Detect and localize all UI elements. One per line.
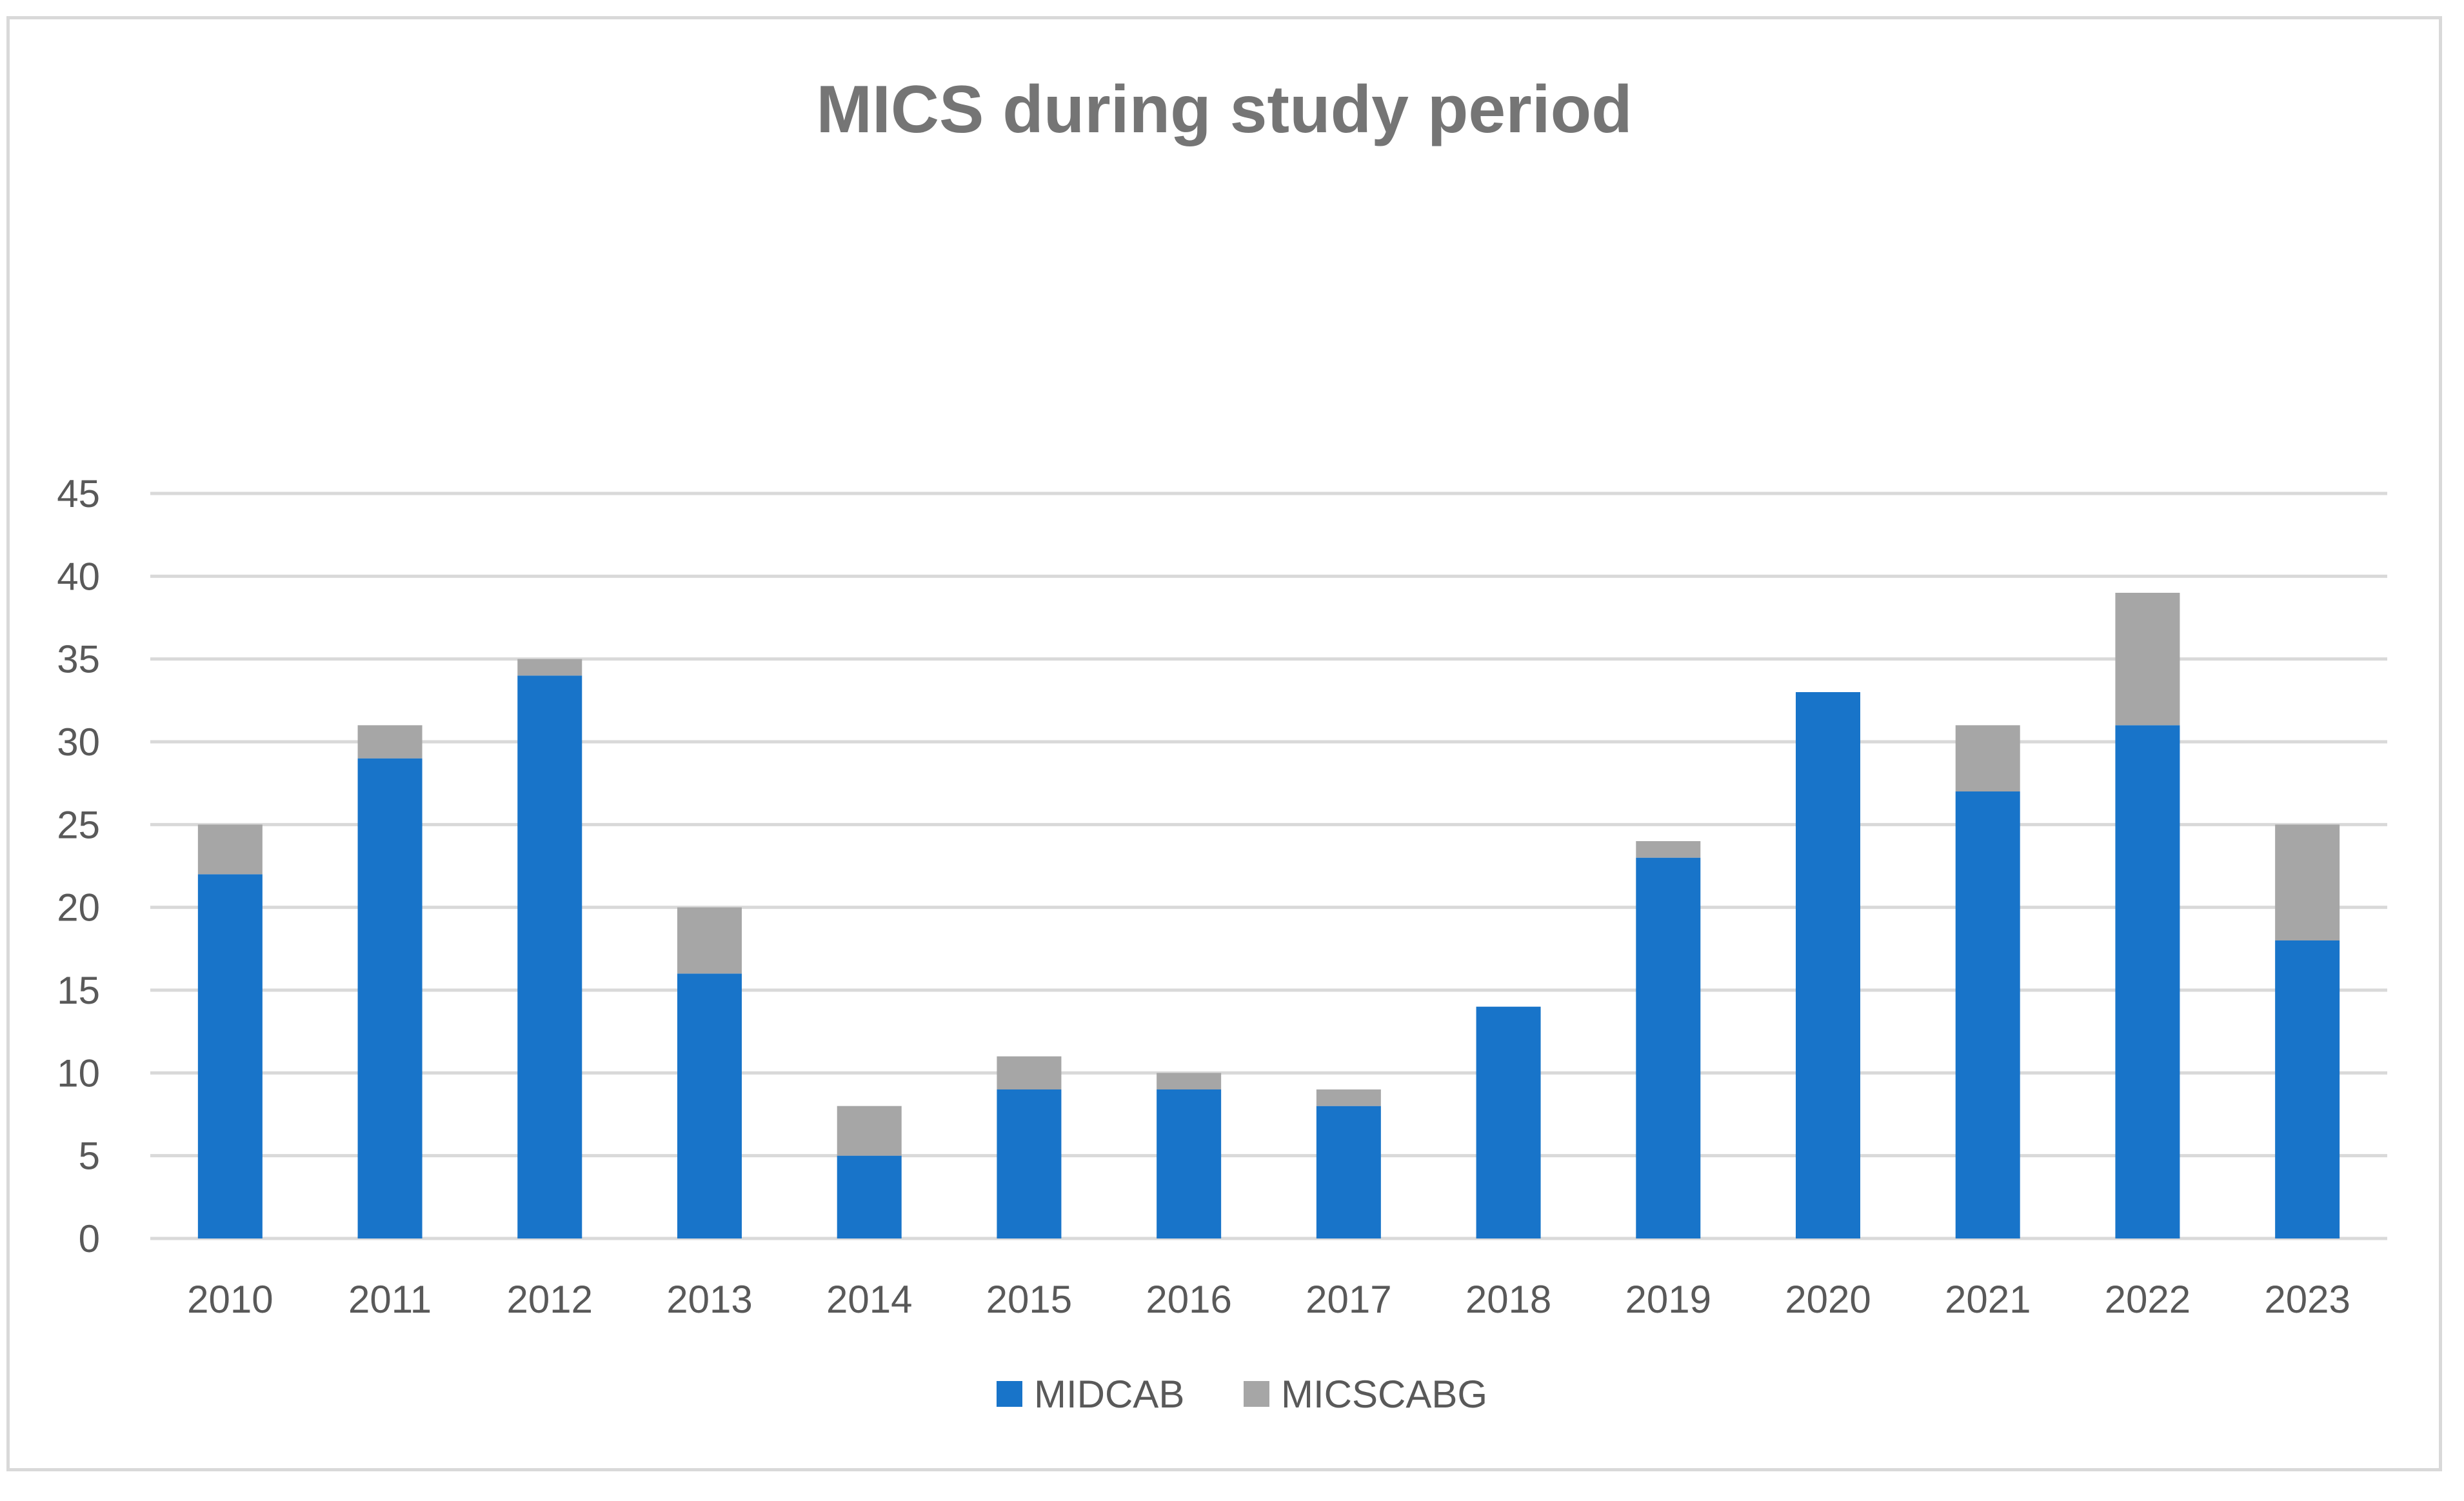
legend: MIDCAB MICSCABG <box>997 1373 1487 1416</box>
bar-micscabg-2017 <box>1316 1089 1381 1106</box>
bar-midcab-2018 <box>1476 1006 1541 1238</box>
y-tick-label: 5 <box>79 1135 100 1178</box>
bar-midcab-2015 <box>997 1089 1062 1238</box>
y-tick-label: 45 <box>57 472 100 515</box>
bar-micscabg-2022 <box>2115 593 2180 726</box>
x-tick-label: 2010 <box>187 1278 273 1321</box>
x-tick-label: 2014 <box>826 1278 912 1321</box>
bar-micscabg-2019 <box>1636 841 1701 858</box>
x-tick-label: 2023 <box>2264 1278 2350 1321</box>
bar-midcab-2014 <box>837 1155 902 1238</box>
bar-micscabg-2012 <box>517 659 582 676</box>
legend-label-micscabg: MICSCABG <box>1281 1373 1487 1416</box>
gridlines <box>150 492 2387 1240</box>
x-tick-label: 2017 <box>1306 1278 1391 1321</box>
bar-midcab-2023 <box>2275 940 2340 1238</box>
x-tick-label: 2015 <box>986 1278 1072 1321</box>
bar-midcab-2010 <box>197 874 263 1238</box>
y-tick-label: 35 <box>57 638 100 681</box>
x-tick-label: 2021 <box>1945 1278 2031 1321</box>
bar-midcab-2019 <box>1636 857 1701 1238</box>
chart-svg: MICS during study period 0 5 10 15 20 25 30 35 4… <box>57 72 2387 1416</box>
x-axis-ticks: 2010 2011 2012 2013 2014 2015 2016 2017 2018 2019… <box>187 1278 2350 1321</box>
bar-midcab-2011 <box>357 758 422 1238</box>
y-tick-label: 40 <box>57 555 100 598</box>
legend-swatch-midcab <box>997 1381 1022 1407</box>
bar-micscabg-2021 <box>1955 725 2020 791</box>
y-tick-label: 30 <box>57 721 100 764</box>
bar-micscabg-2023 <box>2275 824 2340 940</box>
bar-micscabg-2014 <box>837 1106 902 1156</box>
bars <box>197 593 2340 1238</box>
y-tick-label: 25 <box>57 803 100 846</box>
bar-micscabg-2011 <box>357 725 422 759</box>
bar-midcab-2022 <box>2115 725 2180 1238</box>
bar-midcab-2016 <box>1157 1089 1222 1238</box>
y-tick-label: 15 <box>57 969 100 1012</box>
x-tick-label: 2020 <box>1785 1278 1871 1321</box>
x-tick-label: 2011 <box>348 1278 432 1321</box>
bar-micscabg-2015 <box>997 1056 1062 1089</box>
bar-midcab-2020 <box>1796 692 1860 1238</box>
bar-midcab-2012 <box>517 675 582 1238</box>
bar-midcab-2017 <box>1316 1106 1381 1238</box>
bar-midcab-2013 <box>677 973 742 1238</box>
bar-micscabg-2010 <box>197 824 263 875</box>
chart-frame: MICS during study period 0 5 10 15 20 25 30 35 4… <box>6 16 2442 1471</box>
y-tick-label: 10 <box>57 1051 100 1095</box>
x-tick-label: 2022 <box>2105 1278 2191 1321</box>
x-tick-label: 2013 <box>666 1278 752 1321</box>
x-tick-label: 2018 <box>1465 1278 1551 1321</box>
y-axis-ticks: 0 5 10 15 20 25 30 35 40 45 <box>57 472 100 1260</box>
y-tick-label: 20 <box>57 886 100 929</box>
x-tick-label: 2016 <box>1146 1278 1231 1321</box>
x-tick-label: 2019 <box>1625 1278 1711 1321</box>
y-tick-label: 0 <box>79 1217 100 1260</box>
chart-title: MICS during study period <box>816 72 1632 147</box>
x-tick-label: 2012 <box>507 1278 593 1321</box>
legend-swatch-micscabg <box>1244 1381 1269 1407</box>
legend-label-midcab: MIDCAB <box>1034 1373 1184 1416</box>
bar-micscabg-2016 <box>1157 1073 1222 1089</box>
bar-micscabg-2013 <box>677 907 742 974</box>
bar-midcab-2021 <box>1955 791 2020 1238</box>
